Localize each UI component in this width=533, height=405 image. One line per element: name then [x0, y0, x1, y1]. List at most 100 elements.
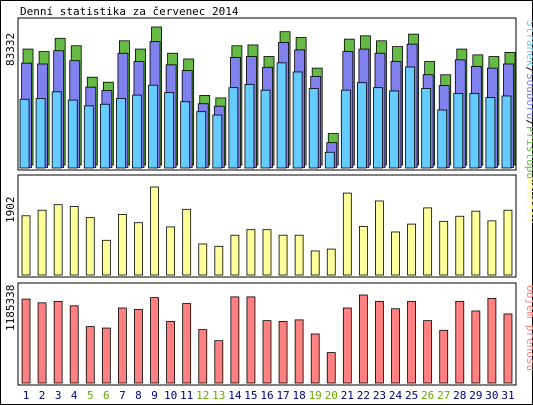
- bar-volume-day-28: [455, 300, 465, 384]
- day-label-8: 8: [135, 389, 142, 402]
- bar-pages-day-29: [469, 93, 480, 169]
- chart-title: Denní statistika za červenec 2014: [20, 5, 239, 18]
- bar-volume-day-30: [487, 297, 497, 384]
- bar-volume-day-29: [471, 310, 481, 384]
- day-label-29: 29: [469, 389, 482, 402]
- bar-pages-day-16: [260, 89, 271, 169]
- bar-visits-day-12: [198, 243, 208, 276]
- bar-visits-day-20: [326, 248, 336, 276]
- bar-visits-day-11: [182, 208, 192, 276]
- bar-visits-day-2: [37, 209, 47, 276]
- bar-pages-day-31: [501, 95, 512, 169]
- bar-pages-day-26: [421, 88, 432, 169]
- bar-pages-day-2: [35, 98, 46, 169]
- day-label-22: 22: [357, 389, 370, 402]
- day-label-14: 14: [228, 389, 242, 402]
- day-label-12: 12: [196, 389, 209, 402]
- bar-visits-day-18: [294, 234, 304, 276]
- bar-volume-day-24: [391, 308, 400, 384]
- day-label-25: 25: [405, 389, 418, 402]
- bar-pages-day-7: [116, 98, 126, 169]
- bar-visits-day-7: [118, 213, 127, 276]
- bar-visits-day-26: [423, 207, 433, 276]
- bar-volume-day-1: [21, 298, 31, 384]
- bar-volume-day-26: [423, 320, 433, 384]
- bar-visits-day-3: [53, 204, 63, 276]
- bar-pages-day-5: [83, 105, 94, 169]
- bar-visits-day-17: [278, 234, 288, 276]
- day-label-16: 16: [260, 389, 273, 402]
- bar-volume-day-3: [53, 300, 63, 384]
- day-label-31: 31: [501, 389, 514, 402]
- bar-volume-day-15: [246, 296, 256, 384]
- chart-panels: 83332Stránek/Souborů/Přístupů1902Návštěv…: [4, 17, 533, 386]
- legend-visits: Návštěv: [524, 177, 533, 224]
- day-label-11: 11: [180, 389, 193, 402]
- bar-volume-day-21: [342, 307, 352, 384]
- bar-visits-day-8: [134, 222, 143, 276]
- bar-pages-day-8: [132, 94, 142, 169]
- bar-visits-day-24: [391, 231, 400, 276]
- bar-volume-day-25: [407, 300, 416, 384]
- day-label-21: 21: [341, 389, 354, 402]
- bar-volume-day-11: [182, 303, 192, 384]
- day-label-27: 27: [437, 389, 450, 402]
- bar-pages-day-23: [373, 87, 383, 169]
- y-max-label-visits: 1902: [4, 197, 17, 224]
- bar-volume-day-5: [85, 326, 95, 384]
- day-label-20: 20: [325, 389, 338, 402]
- day-label-9: 9: [151, 389, 158, 402]
- day-label-5: 5: [87, 389, 94, 402]
- day-label-3: 3: [55, 389, 62, 402]
- legend-item-traffic-0: Stránek: [524, 20, 533, 67]
- day-label-24: 24: [389, 389, 403, 402]
- bar-visits-day-28: [455, 215, 465, 276]
- bar-visits-day-5: [85, 217, 95, 276]
- legend-volume: Objem přenosu: [524, 285, 533, 371]
- bar-visits-day-6: [101, 239, 111, 276]
- bar-pages-day-27: [437, 109, 448, 169]
- bar-volume-day-20: [326, 352, 336, 384]
- bar-volume-day-23: [375, 300, 384, 384]
- bar-pages-day-3: [51, 91, 62, 169]
- bar-visits-day-10: [166, 226, 176, 276]
- bar-visits-day-9: [150, 186, 159, 276]
- day-label-6: 6: [103, 389, 110, 402]
- bar-pages-day-22: [356, 82, 367, 169]
- legend-item-visits-0: Návštěv: [524, 177, 533, 224]
- bar-pages-day-28: [453, 93, 464, 169]
- bar-pages-day-25: [405, 66, 415, 169]
- day-label-26: 26: [421, 389, 434, 402]
- bar-pages-day-15: [244, 83, 255, 169]
- legend-item-traffic-2: Souborů: [524, 73, 533, 119]
- legend-item-volume-0: Objem přenosu: [524, 285, 533, 371]
- legend-item-traffic-4: Přístupů: [524, 126, 533, 179]
- bar-volume-day-31: [503, 313, 513, 384]
- bar-pages-day-12: [196, 111, 207, 169]
- day-label-17: 17: [276, 389, 289, 402]
- bar-pages-day-1: [19, 98, 30, 169]
- bar-pages-day-21: [340, 89, 351, 169]
- bar-pages-day-11: [180, 101, 191, 169]
- bar-visits-day-16: [262, 229, 272, 276]
- bar-volume-day-8: [134, 309, 143, 384]
- bar-visits-day-4: [69, 206, 79, 276]
- bar-volume-day-14: [230, 296, 240, 384]
- bar-volume-day-12: [198, 329, 208, 384]
- bar-pages-day-24: [389, 90, 399, 169]
- bar-pages-day-19: [308, 88, 319, 169]
- day-label-7: 7: [119, 389, 126, 402]
- bar-pages-day-6: [99, 103, 110, 169]
- day-label-13: 13: [212, 389, 225, 402]
- legend-item-traffic-3: /: [524, 119, 533, 126]
- bar-volume-day-2: [37, 302, 47, 384]
- y-max-label-volume: 1185338: [4, 285, 17, 331]
- bar-visits-day-21: [342, 192, 352, 276]
- bar-pages-day-30: [485, 97, 496, 169]
- legend-traffic: Stránek/Souborů/Přístupů: [524, 20, 533, 179]
- day-label-4: 4: [71, 389, 78, 402]
- day-label-15: 15: [244, 389, 257, 402]
- day-label-30: 30: [485, 389, 498, 402]
- bar-pages-day-14: [228, 87, 239, 169]
- bar-pages-day-9: [148, 84, 158, 169]
